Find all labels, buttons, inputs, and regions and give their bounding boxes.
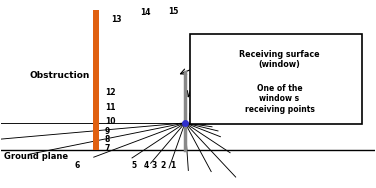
Text: One of the
window s
receiving points: One of the window s receiving points — [244, 84, 314, 114]
Text: 12: 12 — [105, 88, 115, 97]
Text: 1: 1 — [170, 161, 176, 170]
Text: 10: 10 — [105, 117, 115, 126]
Text: Ground plane: Ground plane — [4, 152, 68, 161]
Text: 15: 15 — [168, 7, 178, 16]
Text: 14: 14 — [139, 8, 150, 17]
Text: 13: 13 — [112, 15, 122, 24]
Text: 3: 3 — [152, 161, 157, 170]
Text: Receiving surface
(window): Receiving surface (window) — [239, 50, 320, 69]
Text: 4: 4 — [144, 161, 149, 170]
Text: 5: 5 — [131, 161, 136, 170]
Text: Obstruction: Obstruction — [29, 71, 89, 80]
Text: 8: 8 — [105, 135, 110, 144]
Text: 6: 6 — [75, 161, 80, 170]
Text: 9: 9 — [105, 127, 110, 136]
Text: 7: 7 — [105, 144, 110, 153]
Text: 2: 2 — [160, 161, 165, 170]
Text: Rays from the
receiving point: Rays from the receiving point — [267, 34, 335, 53]
Bar — [190, 34, 362, 124]
Text: 11: 11 — [105, 104, 115, 112]
Bar — [93, 10, 99, 150]
